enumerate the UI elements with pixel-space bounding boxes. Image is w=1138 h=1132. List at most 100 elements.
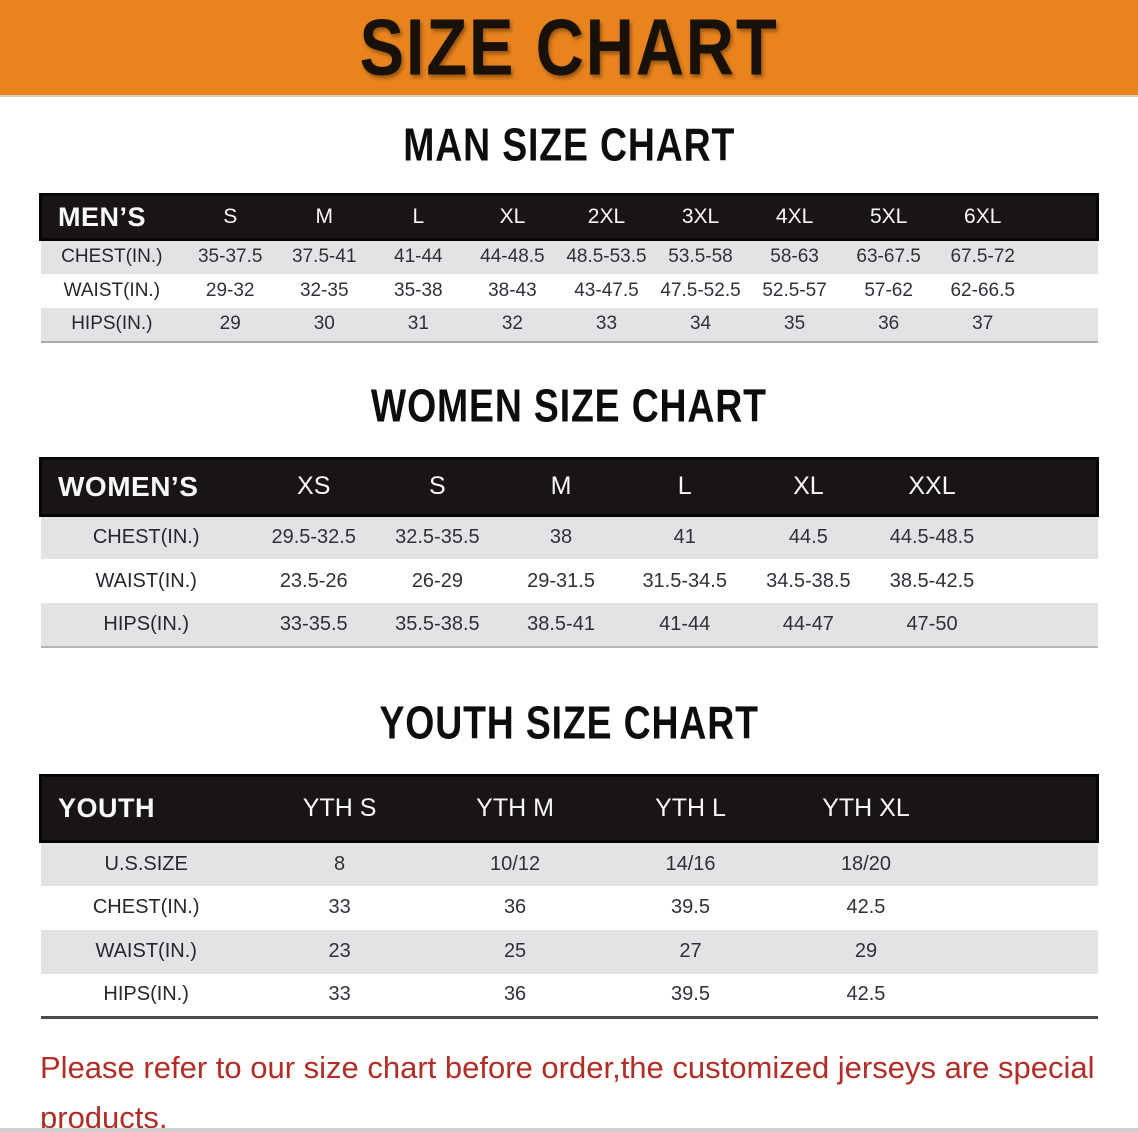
table-row: WAIST(IN.) 23 25 27 29 xyxy=(40,929,1098,974)
measurement-cell: 27 xyxy=(602,929,779,974)
table-title-cell: WOMEN’S xyxy=(38,456,252,517)
measurement-cell: 32.5-35.5 xyxy=(375,515,500,559)
measurement-cell: 35.5-38.5 xyxy=(375,603,500,647)
filler-header-cell xyxy=(953,774,1099,843)
measurement-cell: 29-32 xyxy=(183,273,278,308)
table-row: CHEST(IN.) 35-37.5 37.5-41 41-44 44-48.5 48.5… xyxy=(40,239,1098,274)
measurement-cell: 67.5-72 xyxy=(935,239,1030,274)
size-column-header: 2XL xyxy=(559,193,654,241)
filler-header-cell xyxy=(993,456,1099,517)
filler-cell xyxy=(993,559,1098,603)
measurement-cell: 14/16 xyxy=(602,841,779,886)
measurement-cell: 38 xyxy=(499,515,623,559)
measurement-cell: 38.5-41 xyxy=(499,603,623,647)
measurement-cell: 30 xyxy=(277,307,372,342)
table-row: CHEST(IN.) 33 36 39.5 42.5 xyxy=(40,885,1098,930)
measurement-cell: 29.5-32.5 xyxy=(251,515,376,559)
measurement-cell: 38-43 xyxy=(465,273,560,308)
table-title-cell: MEN’S xyxy=(39,193,184,241)
row-label-cell: HIPS(IN.) xyxy=(40,307,184,342)
filler-cell xyxy=(1029,307,1098,342)
measurement-cell: 10/12 xyxy=(427,841,603,886)
measurement-cell: 33 xyxy=(251,973,428,1018)
measurement-cell: 37 xyxy=(935,307,1030,342)
size-column-header: YTH M xyxy=(427,774,603,843)
man-size-chart-title: MAN SIZE CHART xyxy=(403,119,735,172)
size-column-header: XL xyxy=(465,193,560,241)
filler-cell xyxy=(1029,273,1098,308)
measurement-cell: 32-35 xyxy=(277,273,372,308)
filler-cell xyxy=(953,885,1098,930)
youth-size-table: YOUTH YTH S YTH M YTH L YTH XL U.S.SIZE 8 10/12… xyxy=(38,774,1099,1019)
measurement-cell: 36 xyxy=(427,885,603,930)
size-column-header: 6XL xyxy=(935,193,1030,241)
image-bottom-edge xyxy=(0,1128,1138,1132)
size-column-header: 4XL xyxy=(747,193,842,241)
size-column-header: S xyxy=(375,456,500,517)
measurement-cell: 38.5-42.5 xyxy=(870,559,994,603)
filler-cell xyxy=(993,603,1098,647)
disclaimer: Please refer to our size chart before or… xyxy=(40,1043,1108,1132)
women-size-chart-title: WOMEN SIZE CHART xyxy=(371,380,767,432)
table-row: HIPS(IN.) 33-35.5 35.5-38.5 38.5-41 41-44 44-… xyxy=(40,603,1098,647)
women-size-table: WOMEN’S XS S M L XL XXL CHEST(IN.) 29.5-32.5 32.5… xyxy=(38,456,1099,648)
row-label-cell: WAIST(IN.) xyxy=(40,929,252,974)
measurement-cell: 44-47 xyxy=(746,603,871,647)
row-label-cell: WAIST(IN.) xyxy=(40,273,184,308)
measurement-cell: 63-67.5 xyxy=(841,239,936,274)
measurement-cell: 53.5-58 xyxy=(653,239,748,274)
measurement-cell: 31.5-34.5 xyxy=(622,559,747,603)
table-header-row: YOUTH YTH S YTH M YTH L YTH XL xyxy=(38,774,1099,843)
table-header-row: WOMEN’S XS S M L XL XXL xyxy=(38,456,1099,517)
size-column-header: YTH S xyxy=(251,774,428,843)
measurement-cell: 47-50 xyxy=(870,603,994,647)
measurement-cell: 39.5 xyxy=(602,885,779,930)
measurement-cell: 44.5 xyxy=(746,515,871,559)
measurement-cell: 44-48.5 xyxy=(465,239,560,274)
measurement-cell: 23 xyxy=(251,929,428,974)
measurement-cell: 41 xyxy=(622,515,747,559)
filler-cell xyxy=(953,929,1098,974)
table-header-row: MEN’S S M L XL 2XL 3XL 4XL 5XL 6XL xyxy=(39,193,1099,241)
row-label-cell: CHEST(IN.) xyxy=(40,515,252,559)
table-row: WAIST(IN.) 23.5-26 26-29 29-31.5 31.5-34.5 34… xyxy=(40,559,1098,603)
measurement-cell: 41-44 xyxy=(371,239,466,274)
row-label-cell: HIPS(IN.) xyxy=(40,973,252,1018)
measurement-cell: 35-37.5 xyxy=(183,239,278,274)
measurement-cell: 35 xyxy=(747,307,842,342)
size-chart-banner: SIZE CHART xyxy=(0,0,1138,97)
measurement-cell: 33 xyxy=(251,885,428,930)
measurement-cell: 43-47.5 xyxy=(559,273,654,308)
size-column-header: YTH XL xyxy=(778,774,954,843)
measurement-cell: 52.5-57 xyxy=(747,273,842,308)
filler-cell xyxy=(993,515,1098,559)
filler-cell xyxy=(953,841,1098,886)
measurement-cell: 57-62 xyxy=(841,273,936,308)
size-column-header: XL xyxy=(746,456,871,517)
table-row: HIPS(IN.) 29 30 31 32 33 34 35 36 37 xyxy=(40,307,1098,342)
banner-title: SIZE CHART xyxy=(359,2,779,92)
measurement-cell: 47.5-52.5 xyxy=(653,273,748,308)
measurement-cell: 34 xyxy=(653,307,748,342)
measurement-cell: 33 xyxy=(559,307,654,342)
men-size-table: MEN’S S M L XL 2XL 3XL 4XL 5XL 6XL CHEST(IN.) 35-37… xyxy=(39,193,1099,343)
filler-cell xyxy=(1029,239,1098,274)
table-row: WAIST(IN.) 29-32 32-35 35-38 38-43 43-47.5 47.… xyxy=(40,273,1098,308)
measurement-cell: 25 xyxy=(427,929,603,974)
size-column-header: 3XL xyxy=(653,193,748,241)
size-column-header: L xyxy=(371,193,466,241)
size-column-header: XS xyxy=(251,456,376,517)
size-column-header: XXL xyxy=(870,456,994,517)
measurement-cell: 26-29 xyxy=(375,559,500,603)
size-column-header: 5XL xyxy=(841,193,936,241)
measurement-cell: 35-38 xyxy=(371,273,466,308)
man-section-header: MAN SIZE CHART xyxy=(0,119,1138,172)
measurement-cell: 48.5-53.5 xyxy=(559,239,654,274)
women-section-header: WOMEN SIZE CHART xyxy=(0,380,1138,432)
measurement-cell: 29-31.5 xyxy=(499,559,623,603)
measurement-cell: 36 xyxy=(841,307,936,342)
table-row: U.S.SIZE 8 10/12 14/16 18/20 xyxy=(40,841,1098,886)
size-column-header: M xyxy=(277,193,372,241)
measurement-cell: 62-66.5 xyxy=(935,273,1030,308)
table-title-cell: YOUTH xyxy=(38,774,252,843)
